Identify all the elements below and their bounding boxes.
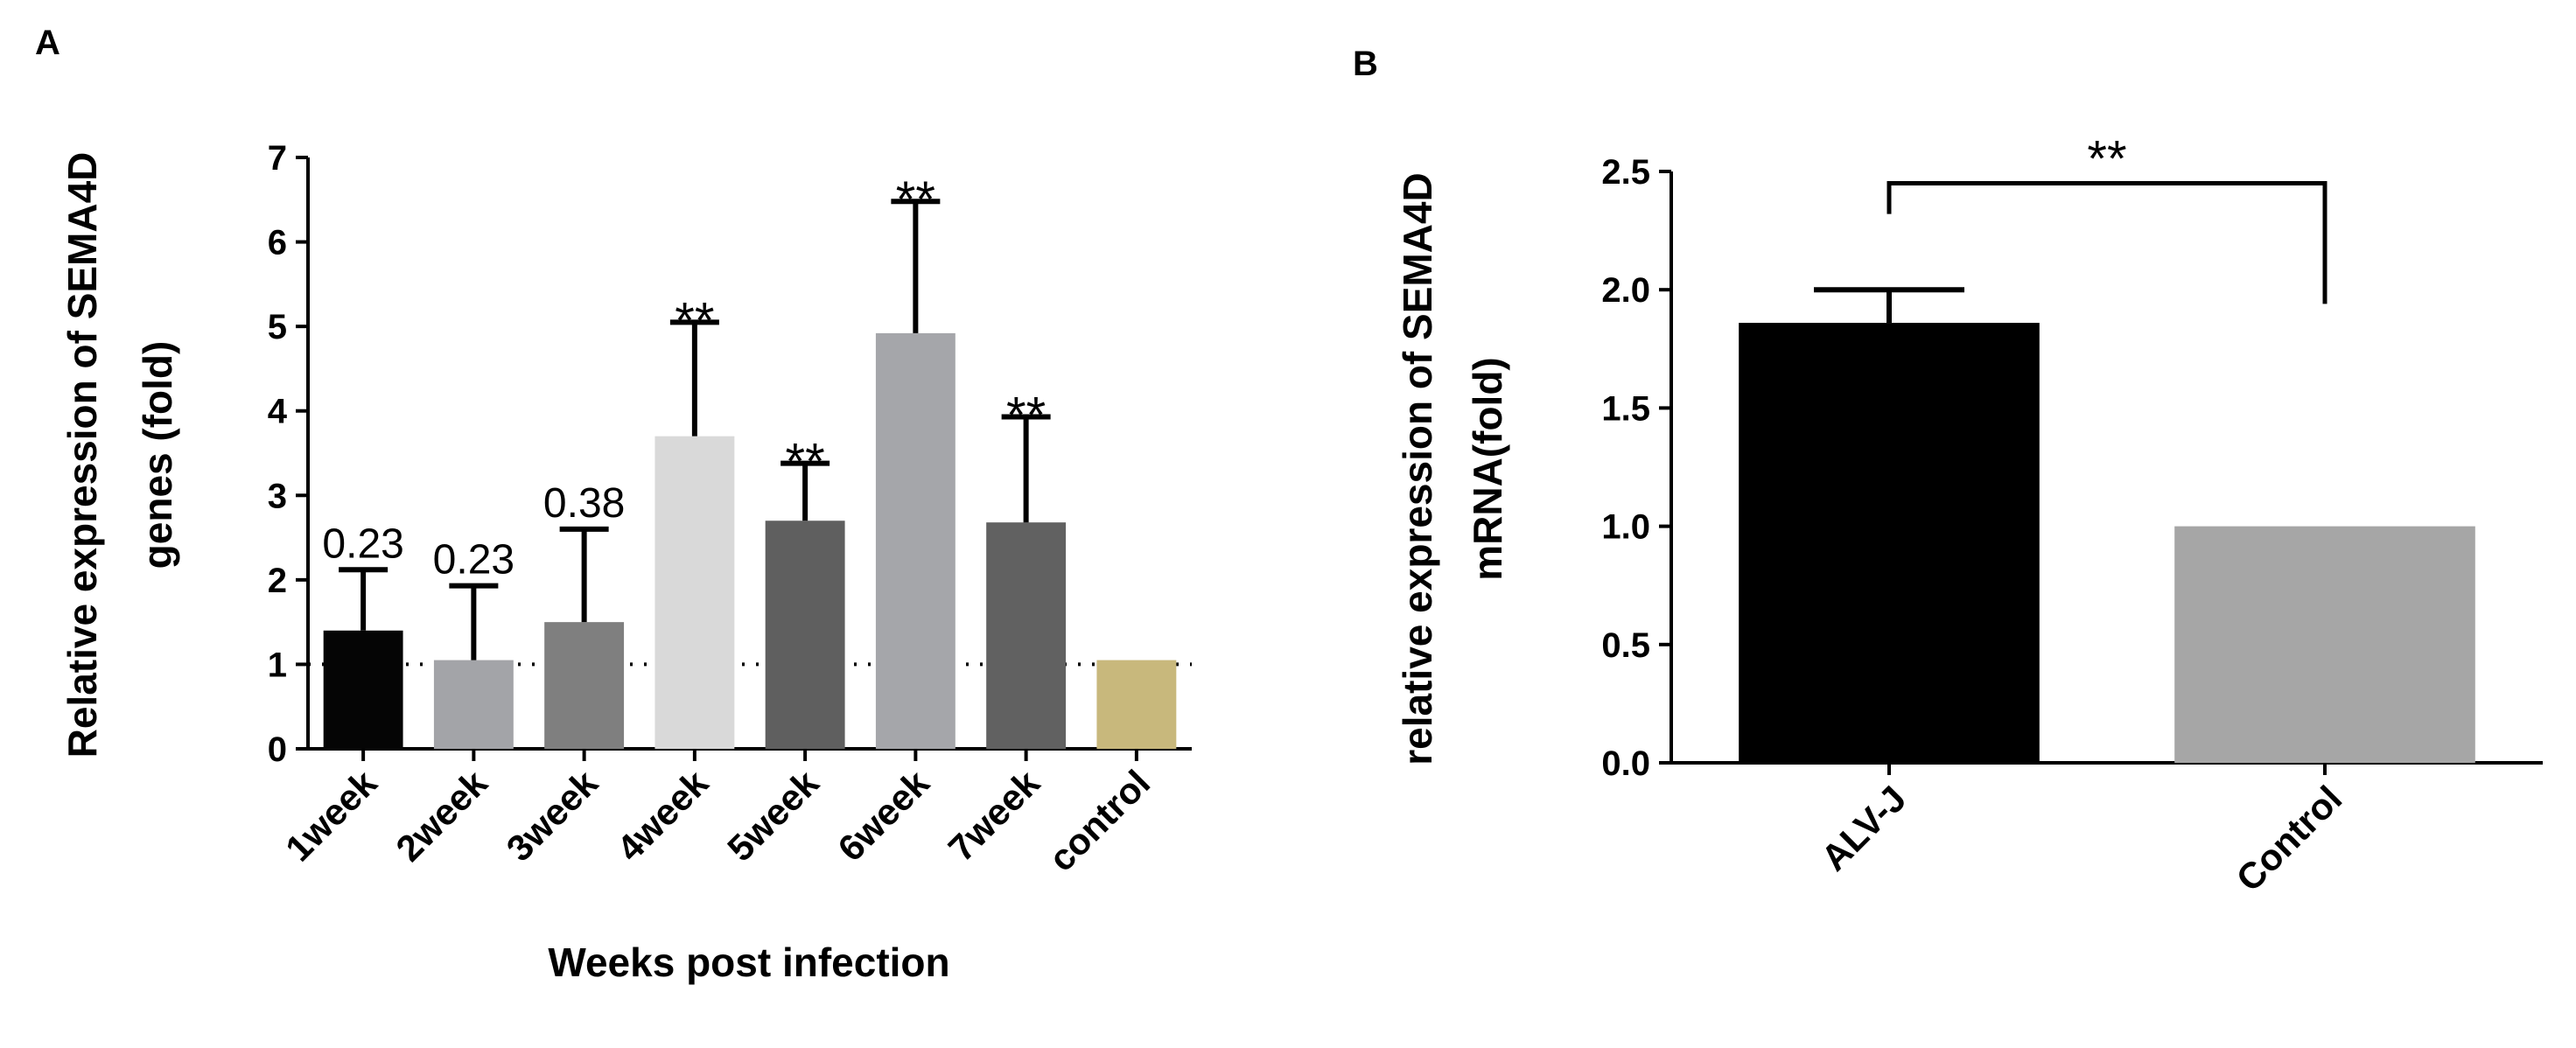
chart-panel-b: B relative expression of SEMA4D mRNA(fol… — [1353, 45, 2543, 899]
y-tick-label-a: 2 — [268, 562, 287, 600]
bar-4week — [654, 436, 735, 749]
bar-3week — [544, 622, 625, 749]
annotation-1week: 0.23 — [322, 521, 403, 567]
bar-5week — [765, 521, 845, 749]
y-tick-label-b: 0.5 — [1601, 626, 1650, 665]
significance-label: ** — [2087, 131, 2126, 188]
annotation-2week: 0.23 — [433, 537, 514, 583]
x-tick-label-control: control — [1040, 762, 1158, 879]
x-tick-label-5week: 5week — [719, 762, 827, 870]
bar-7week — [986, 522, 1067, 749]
y-tick-label-b: 2.0 — [1601, 271, 1650, 310]
x-axis-title-a: Weeks post infection — [548, 940, 949, 985]
bar-6week — [875, 332, 956, 749]
bar-alv-j — [1739, 323, 2040, 763]
y-axis-title-a-line1: Relative expression of SEMA4D — [60, 152, 105, 758]
bar-1week — [323, 630, 403, 749]
x-tick-label-7week: 7week — [941, 762, 1048, 870]
annotation-7week: ** — [1006, 387, 1046, 444]
y-tick-label-a: 3 — [268, 477, 287, 515]
x-tick-label-2week: 2week — [388, 762, 495, 870]
bar-2week — [433, 660, 514, 749]
y-tick-label-a: 1 — [268, 646, 287, 684]
x-tick-label-3week: 3week — [499, 762, 606, 870]
x-tick-label-control: Control — [2229, 778, 2350, 899]
annotation-5week: ** — [786, 434, 825, 491]
x-tick-label-1week: 1week — [277, 762, 385, 870]
y-tick-label-a: 0 — [268, 730, 287, 769]
x-tick-label-4week: 4week — [609, 762, 717, 870]
x-tick-label-6week: 6week — [830, 762, 937, 870]
x-tick-label-alv-j: ALV-J — [1813, 778, 1914, 878]
annotation-3week: 0.38 — [543, 480, 625, 527]
y-tick-label-a: 7 — [268, 139, 287, 178]
y-tick-label-a: 5 — [268, 308, 287, 346]
annotation-6week: ** — [896, 171, 935, 228]
bar-control — [2174, 526, 2475, 763]
chart-panel-a: A Relative expression of SEMA4D genes (f… — [35, 24, 1192, 985]
y-tick-label-b: 2.5 — [1601, 153, 1650, 192]
y-tick-label-a: 6 — [268, 224, 287, 262]
panel-label-a: A — [35, 24, 60, 62]
y-axis-title-b-line2: mRNA(fold) — [1465, 357, 1510, 581]
y-tick-label-b: 1.5 — [1601, 389, 1650, 428]
panel-label-b: B — [1353, 45, 1378, 83]
significance-bracket — [1886, 181, 2328, 304]
y-tick-label-b: 0.0 — [1601, 744, 1650, 783]
y-axis-title-a-line2: genes (fold) — [135, 341, 180, 569]
y-axis-title-b-line1: relative expression of SEMA4D — [1395, 172, 1440, 765]
y-tick-label-b: 1.0 — [1601, 508, 1650, 547]
annotation-4week: ** — [675, 292, 714, 349]
bar-control — [1096, 660, 1177, 749]
y-tick-label-a: 4 — [268, 393, 288, 431]
